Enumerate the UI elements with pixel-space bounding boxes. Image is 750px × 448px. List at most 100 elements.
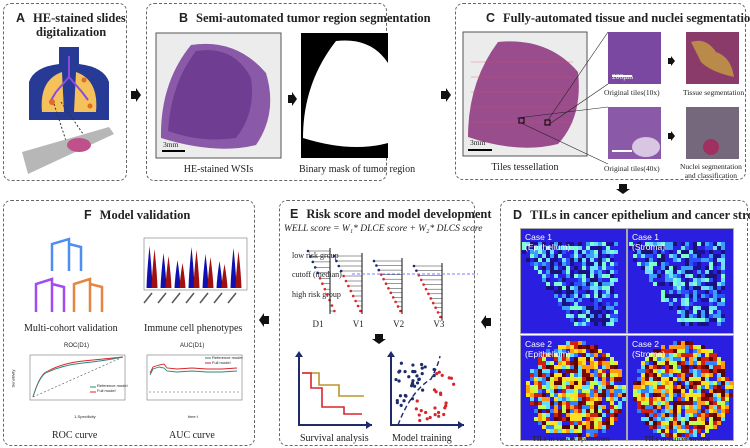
heatmap-cell	[538, 389, 542, 393]
heatmap-cell	[657, 349, 661, 353]
heatmap-cell	[578, 365, 582, 369]
heatmap-cell	[685, 314, 689, 318]
scatter-point-low	[397, 379, 401, 383]
heatmap-cell	[570, 318, 574, 322]
heatmap-cell	[554, 365, 558, 369]
heatmap-cell	[590, 393, 594, 397]
heatmap-cell	[582, 369, 586, 373]
heatmap-cell	[729, 381, 733, 385]
heatmap-cell	[598, 405, 602, 409]
heatmap-cell	[649, 262, 653, 266]
heatmap-cell	[562, 401, 566, 405]
heatmap-cell	[570, 294, 574, 298]
original-tile-40x	[608, 107, 661, 159]
scatter-point-high	[417, 413, 421, 417]
heatmap-cell	[725, 389, 729, 393]
heatmap-cell	[606, 258, 610, 262]
heatmap-cell	[598, 393, 602, 397]
heatmap-cell	[709, 274, 713, 278]
heatmap-cell	[689, 258, 693, 262]
heatmap-cell	[637, 389, 641, 393]
heatmap-cell	[717, 393, 721, 397]
heatmap-cell	[705, 377, 709, 381]
heatmap-cell	[574, 282, 578, 286]
heatmap-cell	[546, 349, 550, 353]
arrow-a-to-b	[131, 88, 141, 102]
heatmap-cell	[546, 373, 550, 377]
risk-point	[415, 269, 418, 272]
heatmap-cell	[661, 433, 665, 437]
heatmap-cell	[598, 413, 602, 417]
heatmap-cell	[570, 425, 574, 429]
heatmap-cell	[530, 373, 534, 377]
heatmap-cell	[705, 373, 709, 377]
heatmap-cell	[562, 397, 566, 401]
heatmap-cell	[717, 262, 721, 266]
heatmap-cell	[566, 302, 570, 306]
heatmap-cell	[661, 278, 665, 282]
heatmap-cell	[713, 318, 717, 322]
heatmap-cell	[705, 314, 709, 318]
heatmap-cell	[530, 385, 534, 389]
heatmap-cell	[653, 397, 657, 401]
heatmap-cell	[705, 258, 709, 262]
heatmap-cell	[614, 389, 618, 393]
heatmap-cell	[653, 405, 657, 409]
heatmap-cell	[713, 274, 717, 278]
heatmap-cell	[602, 385, 606, 389]
heatmap-cell	[542, 250, 546, 254]
heatmap-cell	[701, 381, 705, 385]
heatmap-cell	[681, 278, 685, 282]
heatmap-cell	[570, 361, 574, 365]
heatmap-cell	[717, 369, 721, 373]
heatmap-cell	[562, 353, 566, 357]
heatmap-cell	[653, 421, 657, 425]
heatmap-cell	[594, 290, 598, 294]
heatmap-cell	[709, 357, 713, 361]
heatmap-cell	[717, 381, 721, 385]
heatmap-cell	[542, 397, 546, 401]
heatmap-cell	[606, 421, 610, 425]
risk-point	[347, 284, 350, 288]
heatmap-cell	[669, 397, 673, 401]
heatmap-cell	[578, 385, 582, 389]
heatmap-cell	[610, 322, 614, 326]
heatmap-cell	[725, 381, 729, 385]
heatmap-cell	[669, 274, 673, 278]
heatmap-cell	[534, 369, 538, 373]
heatmap-cell	[546, 385, 550, 389]
heatmap-cell	[530, 393, 534, 397]
heatmap-cell	[534, 409, 538, 413]
heatmap-cell	[645, 389, 649, 393]
heatmap-cell	[546, 417, 550, 421]
heatmap-cell	[709, 270, 713, 274]
heatmap-cell	[705, 302, 709, 306]
heatmap-cell	[598, 266, 602, 270]
heatmap-cell	[705, 270, 709, 274]
heatmap-cell	[606, 290, 610, 294]
heatmap-cell	[709, 262, 713, 266]
heatmap-cell	[554, 290, 558, 294]
tiles-tessellation-image	[462, 31, 588, 157]
heatmap-cell	[693, 417, 697, 421]
heatmap-cell	[574, 258, 578, 262]
heatmap-cell	[673, 405, 677, 409]
heatmap-cell	[554, 298, 558, 302]
scatter-point-high	[433, 413, 437, 417]
heatmap-cell	[677, 417, 681, 421]
heatmap-cell	[598, 290, 602, 294]
heatmap-cell	[558, 425, 562, 429]
heatmap-cell	[622, 389, 626, 393]
risk-point	[417, 273, 421, 277]
heatmap-cell	[606, 254, 610, 258]
violin-tick-label	[157, 292, 167, 304]
heatmap-cell	[685, 377, 689, 381]
heatmap-cell	[530, 254, 534, 258]
risk-point	[384, 282, 388, 286]
heatmap-cell	[530, 389, 534, 393]
heatmap-cell	[562, 274, 566, 278]
heatmap-cell	[558, 349, 562, 353]
heatmap-cell	[697, 282, 701, 286]
scatter-point-low	[417, 377, 421, 381]
heatmap-cell	[713, 409, 717, 413]
